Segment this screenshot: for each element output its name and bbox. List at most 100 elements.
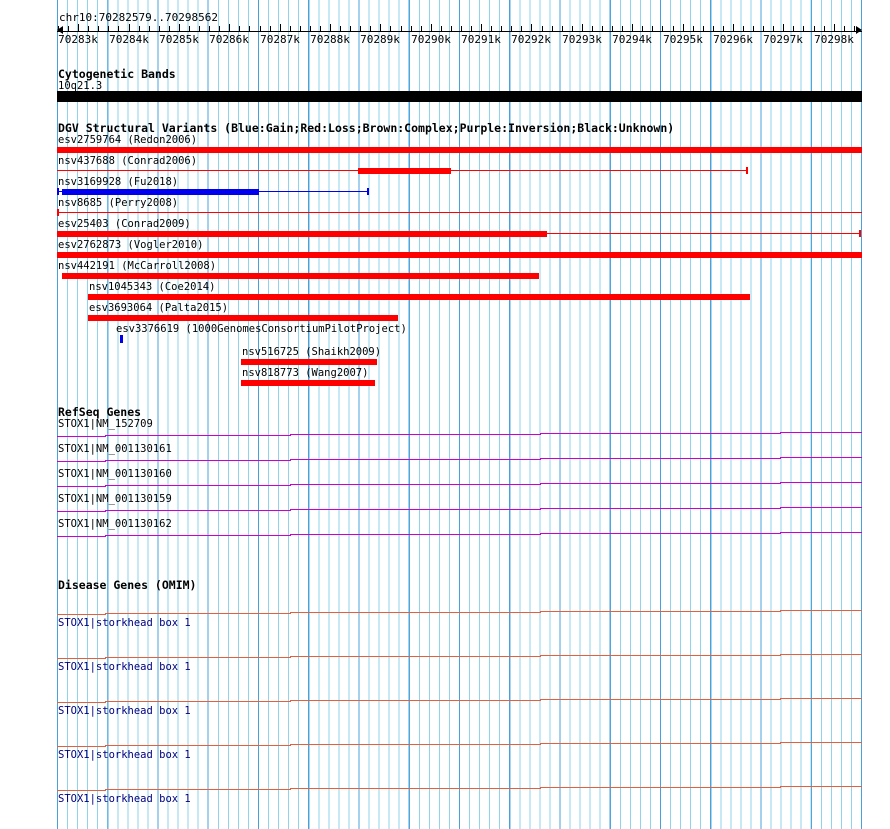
refseq-gene-track[interactable] <box>57 453 862 462</box>
ruler-minor-tick <box>703 26 704 31</box>
omim-gene-track[interactable] <box>57 782 862 791</box>
ruler-minor-tick <box>451 26 452 31</box>
gene-exon-segment <box>480 612 540 613</box>
dgv-variant-row[interactable]: nsv3169928 (Fu2018) <box>0 176 890 196</box>
gene-step-riser <box>105 657 106 659</box>
omim-gene-label: STOX1|storkhead box 1 <box>58 749 191 761</box>
dgv-variant-row[interactable]: nsv442191 (McCarroll2008) <box>0 260 890 280</box>
gene-exon-segment <box>290 700 480 701</box>
ruler-tick-label: 70294k <box>612 33 652 46</box>
ruler-minor-tick <box>622 26 623 31</box>
dgv-variant-point-marker[interactable] <box>120 335 123 343</box>
gene-exon-segment <box>540 483 672 484</box>
dgv-variant-row[interactable]: nsv516725 (Shaikh2009) <box>0 346 890 366</box>
dgv-variant-row[interactable]: nsv1045343 (Coe2014) <box>0 281 890 301</box>
ruler-minor-tick <box>542 26 543 31</box>
omim-gene-track[interactable] <box>57 738 862 747</box>
gene-step-riser <box>540 458 541 460</box>
dgv-variant-row[interactable]: esv25403 (Conrad2009) <box>0 218 890 238</box>
ruler-minor-tick <box>239 26 240 31</box>
ruler-minor-tick <box>854 26 855 31</box>
ruler-minor-tick <box>521 26 522 31</box>
ruler-minor-tick <box>340 26 341 31</box>
refseq-gene-track[interactable] <box>57 503 862 512</box>
gene-step-riser <box>290 788 291 790</box>
dgv-variant-row[interactable]: esv2762873 (Vogler2010) <box>0 239 890 259</box>
gene-exon-segment <box>57 614 105 615</box>
refseq-gene-track[interactable] <box>57 528 862 537</box>
section-title-cytogenetic-bands: Cytogenetic Bands <box>58 67 176 81</box>
gene-step-riser <box>780 610 781 612</box>
dgv-variant-bar[interactable] <box>88 315 398 321</box>
gene-step-riser <box>290 459 291 461</box>
coordinate-ruler[interactable]: chr10:70282579..70298562 70283k 70284k 702… <box>0 0 890 48</box>
gene-step-riser <box>540 655 541 657</box>
ruler-minor-tick <box>88 26 89 31</box>
ruler-minor-tick <box>803 26 804 31</box>
gene-exon-segment <box>672 655 780 656</box>
gene-exon-segment <box>480 434 540 435</box>
omim-gene-track[interactable] <box>57 694 862 703</box>
dgv-variant-label: nsv818773 (Wang2007) <box>242 367 369 379</box>
ruler-minor-tick <box>219 26 220 31</box>
dgv-variant-bar[interactable] <box>57 231 547 237</box>
ruler-minor-tick <box>511 26 512 31</box>
ruler-major-tick <box>531 24 532 32</box>
gene-exon-segment <box>290 612 480 613</box>
dgv-variant-bar[interactable] <box>57 147 862 153</box>
ruler-major-tick <box>129 24 130 32</box>
gene-exon-segment <box>672 483 780 484</box>
dgv-variant-row[interactable]: nsv437688 (Conrad2006) <box>0 155 890 175</box>
gene-exon-segment <box>480 534 540 535</box>
gene-exon-segment <box>57 790 105 791</box>
refseq-gene-track[interactable] <box>57 478 862 487</box>
dgv-variant-label: nsv1045343 (Coe2014) <box>89 281 216 293</box>
section-title-omim: Disease Genes (OMIM) <box>58 578 197 592</box>
dgv-variant-bar[interactable] <box>57 252 862 258</box>
axis-line <box>57 31 862 32</box>
refseq-gene-label: STOX1|NM_001130159 <box>58 493 172 505</box>
gene-exon-segment <box>182 701 290 702</box>
dgv-variant-bar[interactable] <box>88 294 750 300</box>
omim-gene-track[interactable] <box>57 606 862 615</box>
arrow-left-icon <box>57 26 63 34</box>
ruler-minor-tick <box>824 26 825 31</box>
gene-step-riser <box>290 509 291 511</box>
dgv-variant-row[interactable]: esv3376619 (1000GenomesConsortiumPilotPr… <box>0 323 890 343</box>
dgv-variant-row[interactable]: nsv8685 (Perry2008) <box>0 197 890 217</box>
gene-exon-segment <box>780 507 862 508</box>
gene-step-riser <box>290 744 291 746</box>
refseq-gene-track[interactable] <box>57 428 862 437</box>
ruler-minor-tick <box>249 26 250 31</box>
gene-exon-segment <box>780 698 862 699</box>
gene-exon-segment <box>780 610 862 611</box>
dgv-variant-label: esv3376619 (1000GenomesConsortiumPilotPr… <box>116 323 407 335</box>
dgv-variant-bar[interactable] <box>241 380 375 386</box>
gene-exon-segment <box>480 656 540 657</box>
ruler-minor-tick <box>421 26 422 31</box>
dgv-variant-bar[interactable] <box>241 359 377 365</box>
gene-exon-segment <box>290 459 480 460</box>
dgv-variant-row[interactable]: esv3693064 (Palta2015) <box>0 302 890 322</box>
dgv-variant-bar[interactable] <box>358 168 451 174</box>
ruler-minor-tick <box>98 26 99 31</box>
ruler-minor-tick <box>773 26 774 31</box>
gene-exon-segment <box>290 434 480 435</box>
gene-exon-segment <box>672 787 780 788</box>
dgv-variant-bar[interactable] <box>62 189 259 195</box>
ruler-minor-tick <box>753 26 754 31</box>
gene-exon-segment <box>480 459 540 460</box>
dgv-variant-row[interactable]: nsv818773 (Wang2007) <box>0 367 890 387</box>
ruler-tick-label: 70283k <box>58 33 98 46</box>
gene-exon-segment <box>672 699 780 700</box>
gene-step-riser <box>105 789 106 791</box>
dgv-variant-row[interactable]: esv2759764 (Redon2006) <box>0 134 890 154</box>
gene-exon-segment <box>182 485 290 486</box>
ruler-major-tick <box>380 24 381 32</box>
gene-exon-segment <box>672 458 780 459</box>
dgv-variant-bar[interactable] <box>62 273 539 279</box>
omim-gene-track[interactable] <box>57 650 862 659</box>
gene-step-riser <box>540 508 541 510</box>
cytoband-bar[interactable] <box>57 91 862 102</box>
gene-exon-segment <box>672 533 780 534</box>
